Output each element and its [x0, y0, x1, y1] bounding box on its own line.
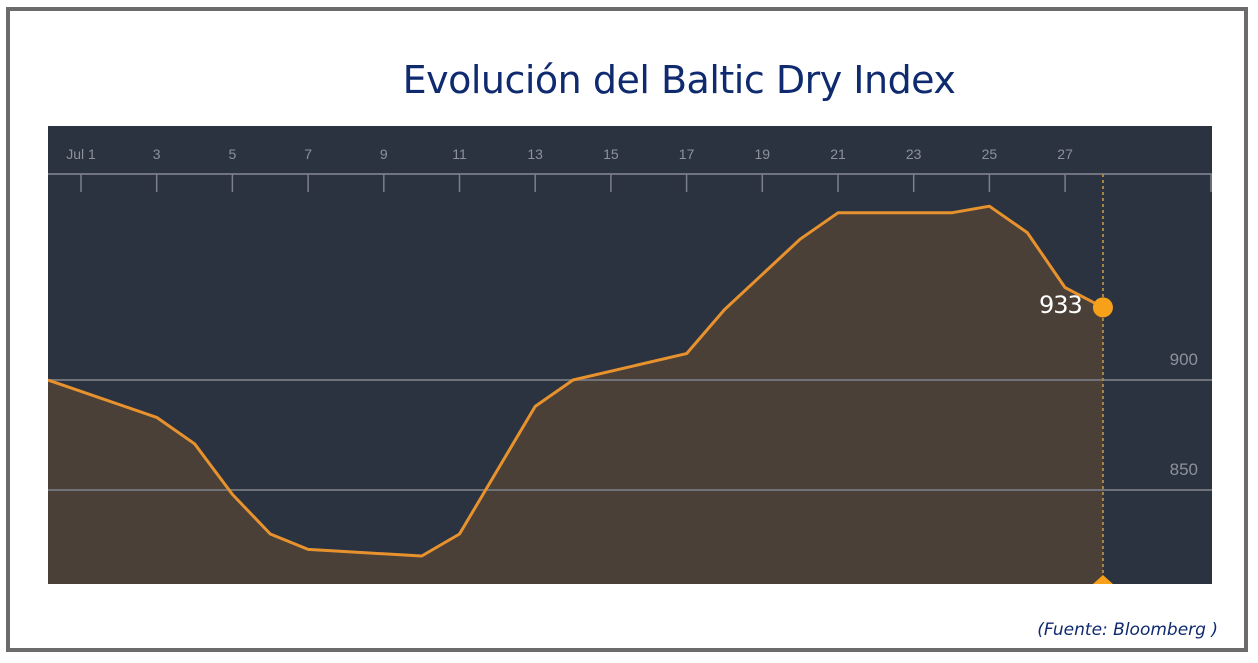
x-tick-label: 21	[830, 146, 846, 162]
x-tick-label: 17	[678, 146, 695, 162]
y-tick-label: 900	[1169, 350, 1198, 369]
x-tick-label: 27	[1057, 146, 1073, 162]
x-tick-label: 11	[452, 146, 467, 162]
cursor-handle-icon[interactable]	[1092, 575, 1113, 584]
x-tick-label: 3	[152, 146, 161, 162]
index-line	[48, 204, 1104, 558]
current-value-label: 933	[1038, 291, 1083, 320]
x-tick-label: 5	[228, 146, 237, 162]
area-fill	[48, 206, 1103, 584]
chart-plot-area	[48, 173, 1212, 584]
chart-title: Evolución del Baltic Dry Index	[402, 58, 956, 102]
source-caption: (Fuente: Bloomberg )	[1037, 620, 1218, 640]
current-value-dot[interactable]	[1092, 297, 1113, 318]
x-tick-label: 19	[754, 146, 771, 162]
x-tick-label: 15	[603, 146, 619, 162]
x-tick-label: 13	[527, 146, 543, 162]
x-tick-label: 9	[379, 146, 388, 162]
x-tick-label: 25	[981, 146, 998, 162]
y-tick-label: 850	[1169, 460, 1198, 479]
x-tick-label: Jul 1	[66, 146, 96, 162]
chart-panel: Jul 1 3 5 7 9 11 13 15 17 19 21 23 25 27 900 850 933	[48, 126, 1212, 584]
x-tick-label: 23	[905, 146, 922, 162]
x-tick-label: 7	[304, 146, 312, 162]
